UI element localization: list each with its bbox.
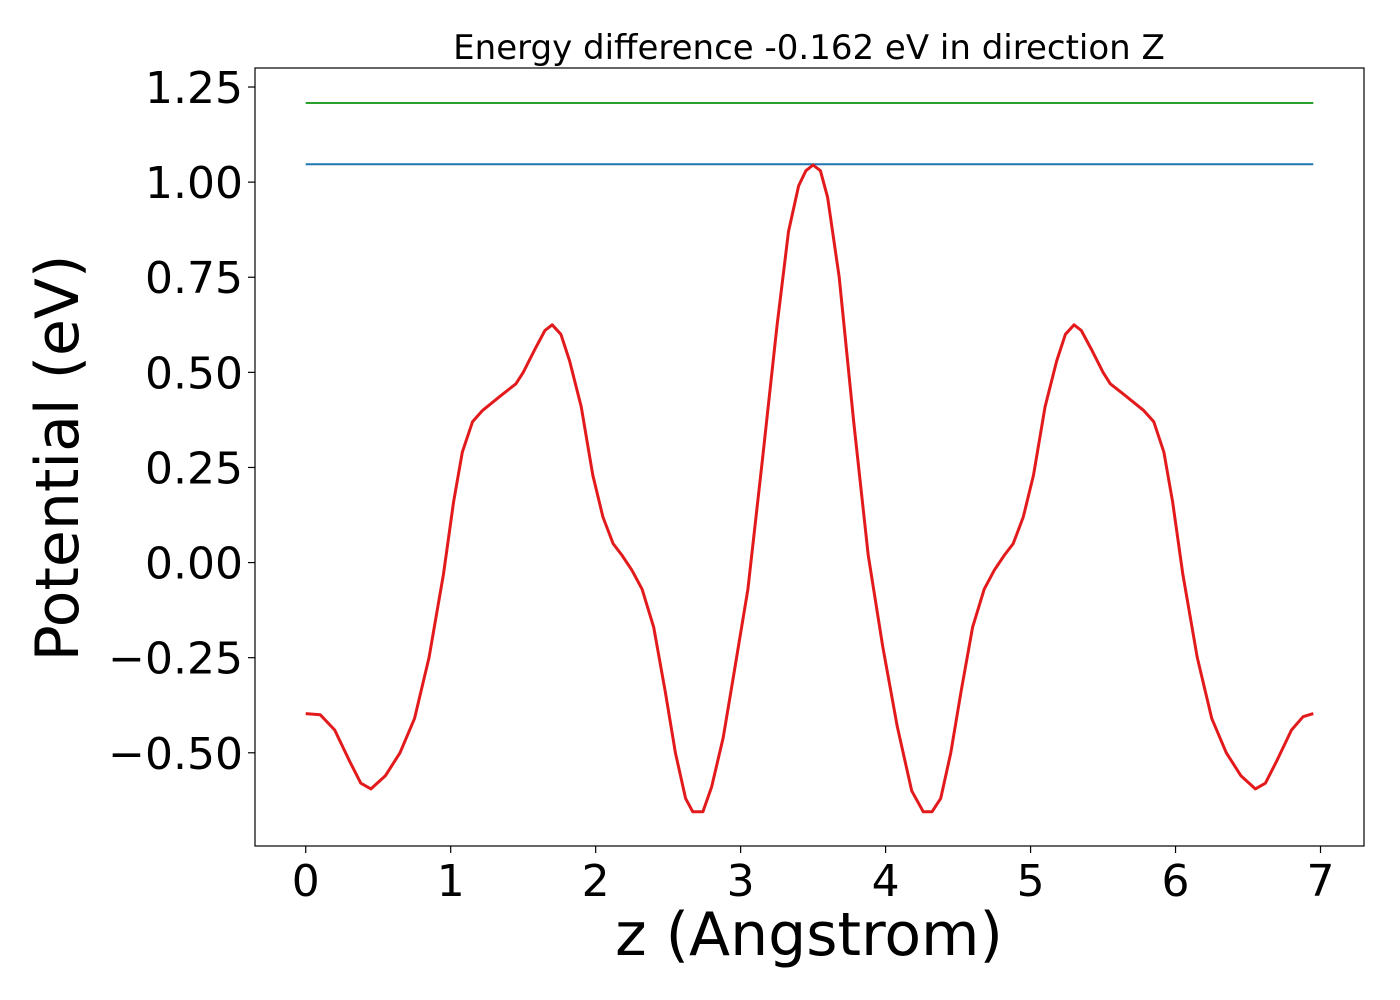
y-tick-label: 0.50 (145, 348, 243, 399)
plot-frame (254, 67, 1365, 847)
plot-area (305, 102, 1314, 814)
x-tick-label: 6 (1162, 856, 1190, 907)
x-tick-label: 7 (1307, 856, 1335, 907)
x-axis-ticks: 0 1 2 3 4 5 6 7 (292, 846, 1335, 907)
x-tick-label: 4 (872, 856, 900, 907)
y-tick-label: 0.00 (145, 539, 243, 590)
x-axis-label: z (Angstrom) (615, 900, 1003, 970)
y-axis-label: Potential (eV) (23, 255, 93, 662)
y-tick-label: −0.50 (108, 729, 243, 780)
y-tick-label: 0.25 (145, 443, 243, 494)
y-tick-label: −0.25 (108, 634, 243, 685)
series-line-3 (305, 163, 1314, 814)
x-tick-label: 3 (727, 856, 755, 907)
y-tick-label: 1.25 (145, 63, 243, 114)
y-tick-label: 1.00 (145, 158, 243, 209)
x-tick-label: 1 (437, 856, 465, 907)
x-tick-label: 2 (582, 856, 610, 907)
y-axis-ticks: −0.50 −0.25 0.00 0.25 0.50 0.75 1.00 1.25 (108, 63, 255, 780)
x-tick-label: 0 (292, 856, 320, 907)
chart-title: Energy difference -0.162 eV in direction… (453, 28, 1165, 68)
x-tick-label: 5 (1017, 856, 1045, 907)
y-tick-label: 0.75 (145, 253, 243, 304)
